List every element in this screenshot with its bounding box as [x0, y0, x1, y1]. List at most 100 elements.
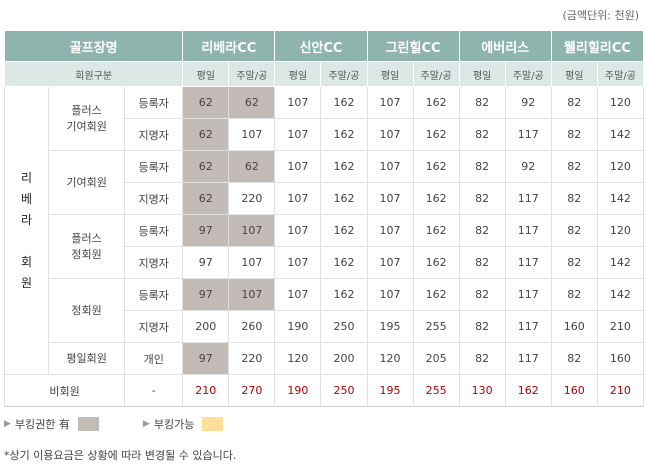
- course-header: 웰리힐리CC: [550, 30, 645, 62]
- fee-cell: 162: [320, 118, 368, 151]
- fee-cell: 107: [366, 118, 414, 151]
- fee-cell: 82: [550, 214, 598, 247]
- fee-cell: 117: [504, 118, 552, 151]
- fee-cell: 160: [596, 342, 645, 375]
- course-label: 골프장명: [3, 30, 184, 62]
- fee-cell: 117: [504, 278, 552, 311]
- fee-cell: 82: [458, 86, 506, 119]
- course-header: 그린힐CC: [366, 30, 460, 62]
- fee-cell: 142: [596, 278, 645, 311]
- fee-cell: 120: [596, 150, 645, 183]
- fee-cell: 107: [366, 246, 414, 279]
- fee-cell: 120: [596, 214, 645, 247]
- category-label: 플러스 정회원: [48, 214, 126, 279]
- fee-cell: 82: [458, 310, 506, 343]
- fee-cell: 107: [274, 246, 322, 279]
- unit-note: (금액단위: 천원): [562, 9, 639, 22]
- fee-cell: 107: [274, 278, 322, 311]
- fee-cell: 82: [550, 246, 598, 279]
- fee-cell: 107: [274, 182, 322, 215]
- fee-cell: 250: [320, 310, 368, 343]
- weekend-header: 주말/공: [504, 61, 552, 87]
- member-group-char: 리: [21, 170, 33, 185]
- non-member-fee-cell: 195: [366, 374, 414, 407]
- weekend-header: 주말/공: [228, 61, 276, 87]
- fee-cell: 162: [320, 278, 368, 311]
- fee-cell: 92: [504, 150, 552, 183]
- fee-cell: 82: [550, 278, 598, 311]
- fee-cell: 160: [550, 310, 598, 343]
- non-member-fee-cell: 255: [412, 374, 460, 407]
- fee-cell: 107: [366, 214, 414, 247]
- non-member-fee-cell: 250: [320, 374, 368, 407]
- fee-cell: 97: [182, 278, 230, 311]
- table-row: 기여회원 등록자 62 62 107 162 107 162 82 92 82 120: [5, 150, 645, 215]
- category-label: 정회원: [48, 278, 126, 343]
- table-row: 평일회원 개인 97 220 120 200 120 205 82 117 82 160: [5, 342, 645, 375]
- fee-cell: 107: [228, 246, 276, 279]
- fee-cell: 162: [412, 118, 460, 151]
- fee-cell: 117: [504, 246, 552, 279]
- member-group-char: 회: [21, 254, 33, 269]
- fee-cell: 97: [182, 246, 230, 279]
- fee-cell: 162: [412, 182, 460, 215]
- bullet-icon: ▶: [4, 419, 11, 429]
- non-member-fee-cell: 270: [228, 374, 276, 407]
- fee-cell: 82: [458, 214, 506, 247]
- fee-cell: 162: [320, 214, 368, 247]
- footnote: *상기 이용요금은 상황에 따라 변경될 수 있습니다.: [4, 449, 237, 462]
- legend-rights-label: 부킹권한 有: [14, 418, 70, 431]
- fee-cell: 210: [596, 310, 645, 343]
- fee-cell: 82: [550, 150, 598, 183]
- category-label: 플러스 기여회원: [48, 86, 126, 151]
- fee-cell: 117: [504, 182, 552, 215]
- member-group-char: 베: [21, 191, 33, 206]
- weekend-header: 주말/공: [320, 61, 368, 87]
- member-group-char: 라: [21, 212, 33, 227]
- fee-cell: 82: [458, 182, 506, 215]
- weekday-header: 평일: [458, 61, 506, 87]
- fee-cell: 255: [412, 310, 460, 343]
- weekend-header: 주말/공: [596, 61, 645, 87]
- fee-cell: 205: [412, 342, 460, 375]
- fee-cell: 97: [182, 214, 230, 247]
- legend-item-rights: ▶ 부킹권한 有: [4, 416, 99, 432]
- legend-available-label: 부킹가능: [153, 418, 195, 431]
- fee-cell: 162: [412, 246, 460, 279]
- bullet-icon: ▶: [142, 419, 150, 429]
- fee-table-body: 리 베 라 회 원 플러스 기여회원 등록자 62 62 107 162 107 162 82 92 82 12…: [3, 86, 645, 407]
- fee-cell: 82: [458, 246, 506, 279]
- non-member-row: 비회원 -210 270 190 250 195 255 130 162 160 210: [3, 374, 645, 407]
- fee-cell: 107: [366, 86, 414, 119]
- fee-cell: 107: [366, 150, 414, 183]
- member-group-char: [5, 231, 48, 252]
- fee-cell: 82: [550, 342, 598, 375]
- subcategory-label: 지명자: [124, 310, 184, 343]
- fee-cell: 62: [228, 86, 276, 119]
- fee-cell: 162: [320, 246, 368, 279]
- subcategory-label: 등록자: [124, 86, 184, 119]
- subcategory-label: 등록자: [124, 214, 184, 247]
- legend-item-available: ▶ 부킹가능: [142, 416, 224, 432]
- non-member-fee-cell: 190: [274, 374, 322, 407]
- fee-cell: 107: [228, 214, 276, 247]
- course-header: 에버리스: [458, 30, 552, 62]
- fee-cell: 62: [228, 150, 276, 183]
- subcategory-label: 개인: [124, 342, 184, 375]
- subcategory-label: 지명자: [124, 246, 184, 279]
- weekday-header: 평일: [550, 61, 598, 87]
- fee-cell: 107: [274, 118, 322, 151]
- fee-cell: 62: [182, 118, 230, 151]
- fee-cell: 162: [320, 86, 368, 119]
- fee-cell: 162: [412, 86, 460, 119]
- subcategory-label: 지명자: [124, 182, 184, 215]
- table-row: 지명자 62 220 107 162 107 162 82 117 82 142: [5, 182, 645, 215]
- table-row: 지명자 97 107 107 162 107 162 82 117 82 142: [5, 246, 645, 279]
- fee-cell: 82: [458, 150, 506, 183]
- table-row: 지명자 62 107 107 162 107 162 82 117 82 142: [5, 118, 645, 151]
- subcategory-label: 등록자: [124, 278, 184, 311]
- fee-cell: 120: [366, 342, 414, 375]
- fee-cell: 220: [228, 182, 276, 215]
- fee-cell: 162: [412, 214, 460, 247]
